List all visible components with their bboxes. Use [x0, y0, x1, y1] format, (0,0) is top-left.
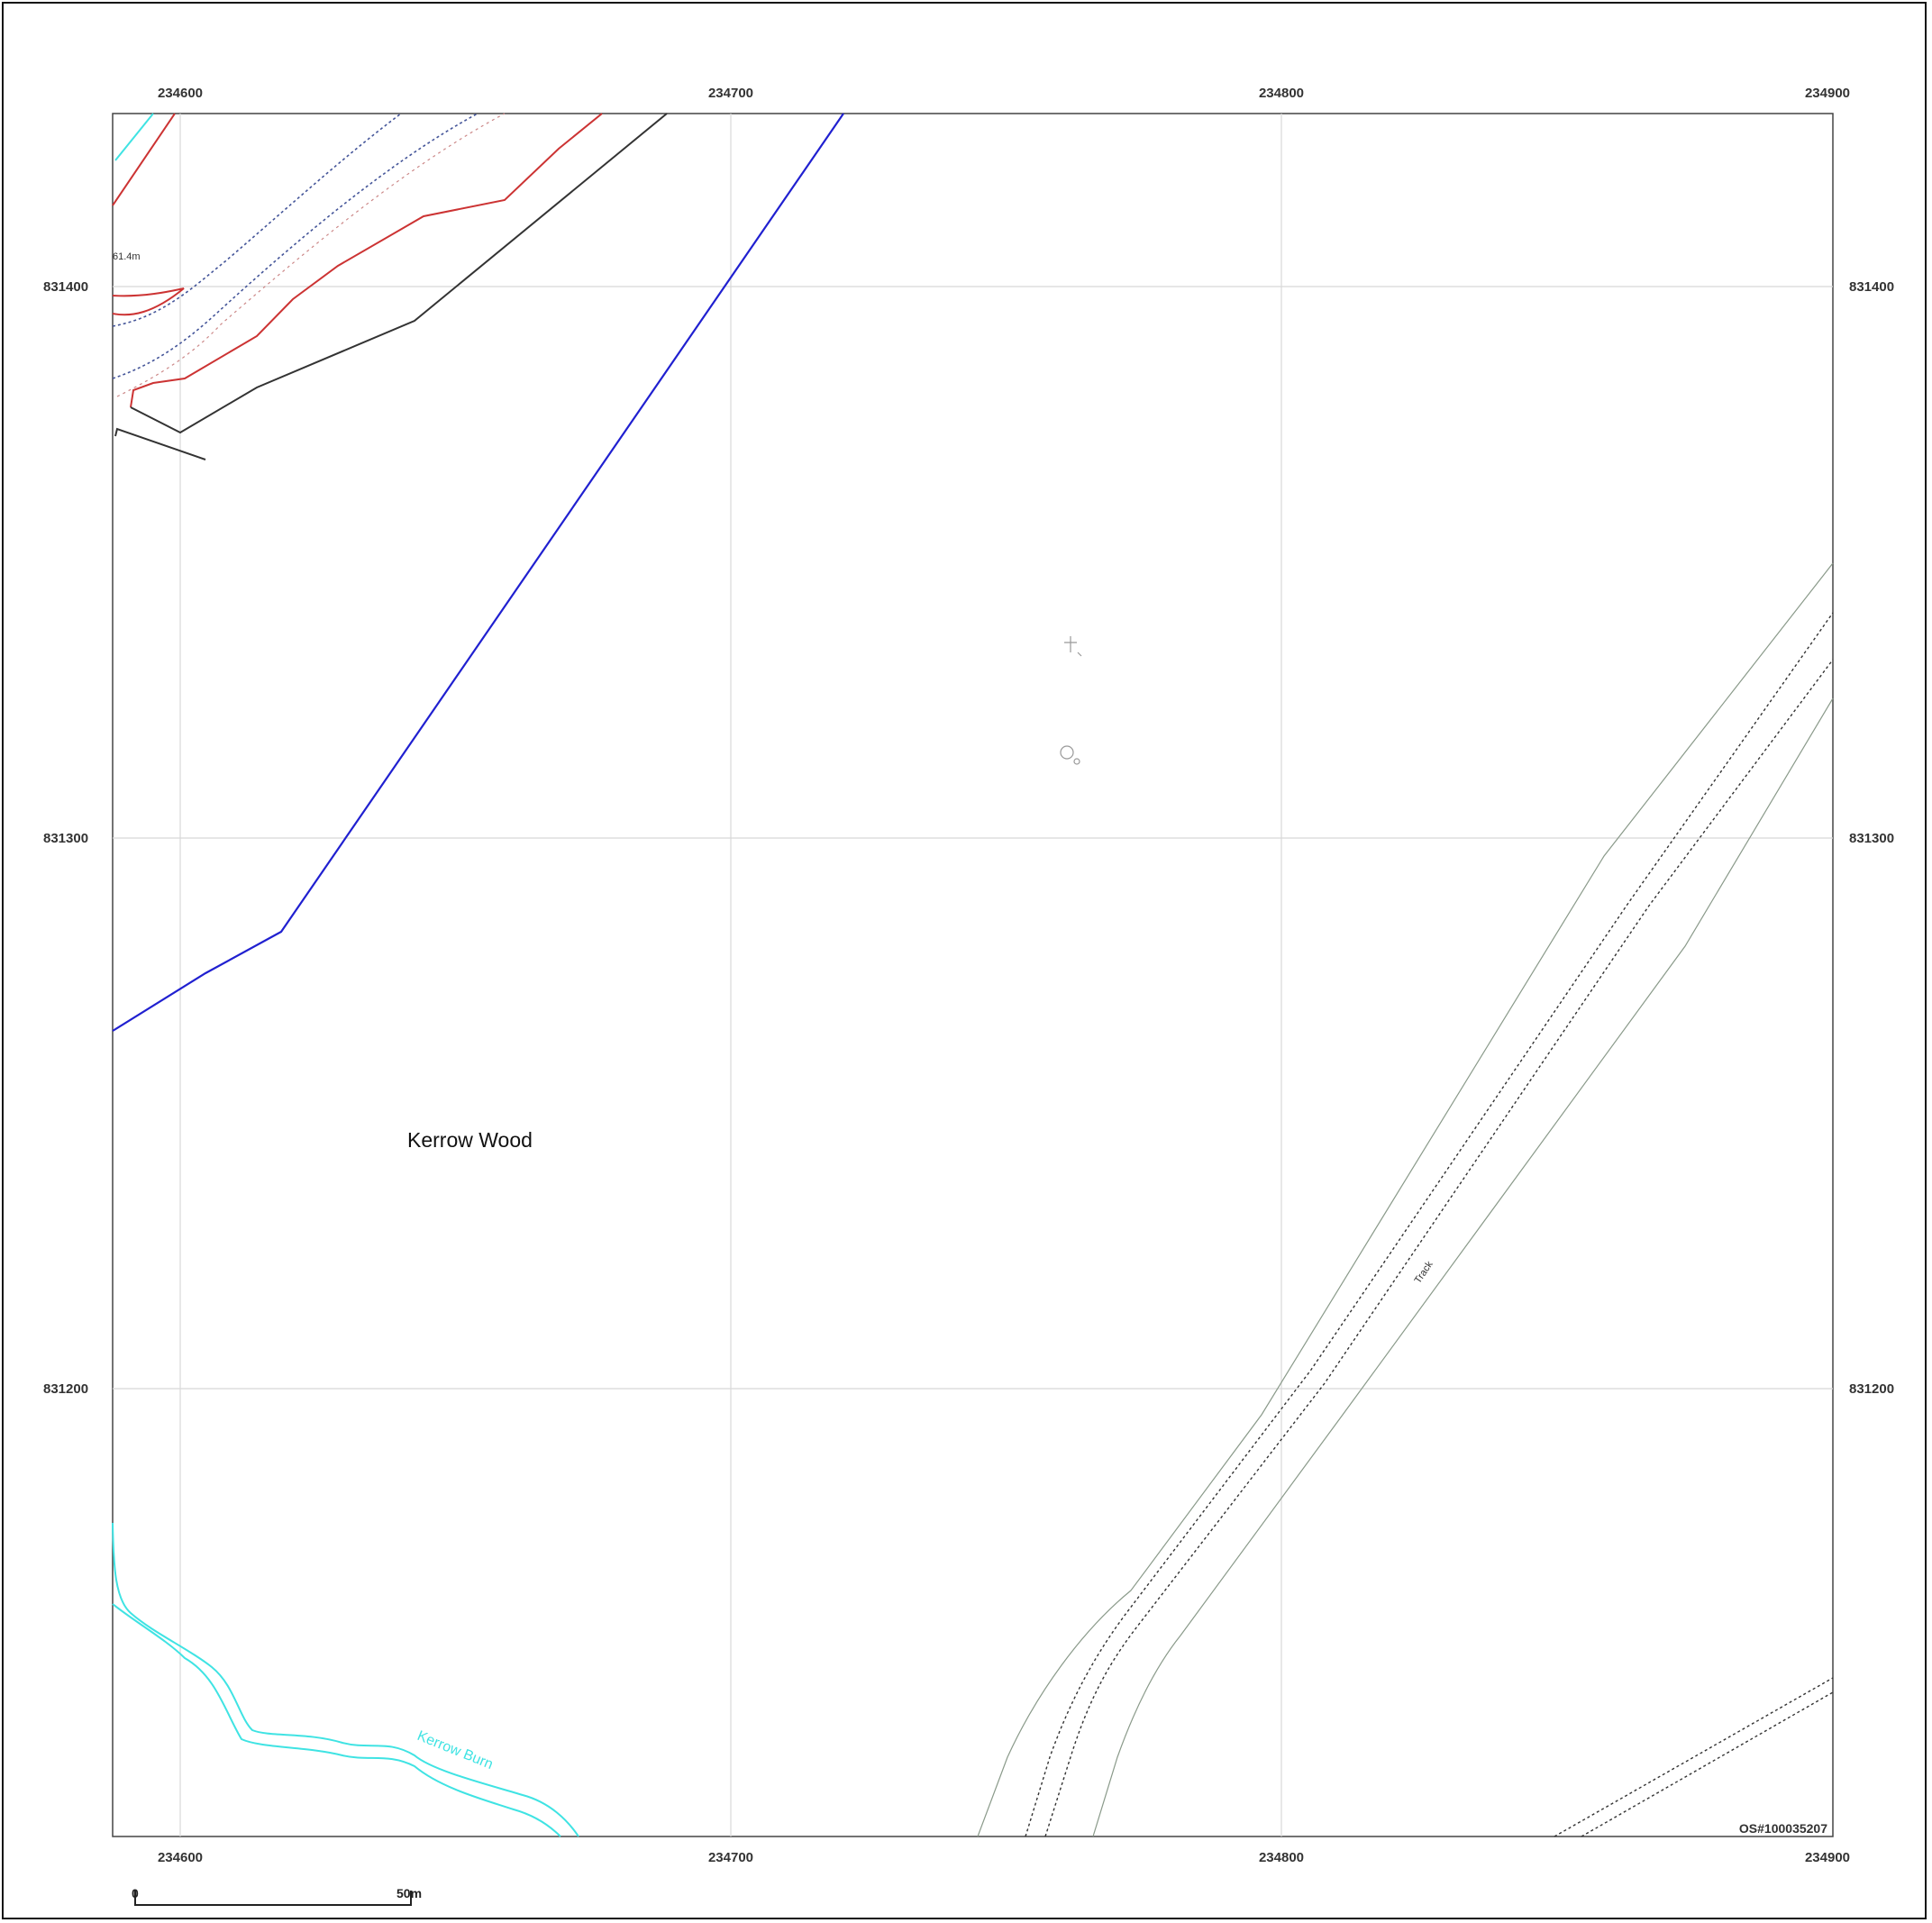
contour-curve: [112, 287, 185, 316]
track-path-dotted-1: [1025, 612, 1834, 1837]
grid-labels-right: 831400 831300 831200: [1849, 279, 1894, 1397]
scale-bar-start: 0: [132, 1886, 139, 1900]
red-edge-line: [112, 113, 176, 206]
easting-label-top: 234600: [158, 86, 203, 101]
northing-label-right: 831200: [1849, 1381, 1894, 1397]
easting-label-bottom: 234900: [1805, 1850, 1850, 1865]
northing-label-left: 831400: [43, 279, 88, 295]
stream-bank-2: [112, 1603, 561, 1837]
place-label-kerrow-wood: Kerrow Wood: [407, 1128, 533, 1152]
easting-label-bottom: 234600: [158, 1850, 203, 1865]
northing-label-left: 831300: [43, 831, 88, 846]
scale-bar: 0 50m: [132, 1886, 422, 1906]
black-boundary-end: [114, 427, 206, 460]
circle-symbol-icon: [1060, 745, 1074, 760]
grid-labels-bottom: 234600 234700 234800 234900: [158, 1850, 1850, 1865]
easting-label-bottom: 234700: [708, 1850, 753, 1865]
grid-labels-left: 831400 831300 831200: [43, 279, 88, 1397]
small-circle-symbol-icon: [1073, 758, 1080, 765]
spot-height-label: 61.4m: [113, 251, 141, 262]
red-contour: [130, 113, 603, 408]
northing-label-right: 831300: [1849, 831, 1894, 846]
blue-boundary: [112, 113, 844, 1032]
scale-bar-line: [134, 1891, 412, 1906]
dotted-line-2: [112, 113, 478, 379]
stream-kerrow-burn: [112, 1522, 579, 1837]
bottom-right-dotted-2: [1581, 1691, 1834, 1837]
grid-labels-top: 234600 234700 234800 234900: [158, 86, 1850, 101]
black-boundary: [130, 113, 668, 434]
stream-label: Kerrow Burn: [415, 1728, 496, 1773]
top-left-features: [112, 113, 844, 1032]
scale-bar-end: 50m: [396, 1886, 422, 1900]
track-edge-1: [977, 562, 1834, 1837]
track-edge-2: [1092, 697, 1834, 1837]
stream-bank-1: [112, 1522, 579, 1837]
copyright-label: OS#100035207: [1739, 1821, 1827, 1836]
easting-label-top: 234700: [708, 86, 753, 101]
cyan-edge-line: [114, 113, 154, 161]
northing-label-left: 831200: [43, 1381, 88, 1397]
dotted-line-red: [116, 113, 506, 397]
map-area-border: [112, 113, 1834, 1837]
northing-label-right: 831400: [1849, 279, 1894, 295]
easting-label-bottom: 234800: [1259, 1850, 1304, 1865]
survey-point-icon: [1064, 636, 1082, 657]
grid-lines: [113, 114, 1833, 1836]
dotted-line-1: [112, 113, 402, 327]
easting-label-top: 234900: [1805, 86, 1850, 101]
bottom-right-dotted-1: [1554, 1677, 1834, 1837]
track-features: [977, 562, 1834, 1837]
map-symbols: [1060, 636, 1082, 765]
track-label: Track: [1413, 1259, 1435, 1286]
easting-label-top: 234800: [1259, 86, 1304, 101]
